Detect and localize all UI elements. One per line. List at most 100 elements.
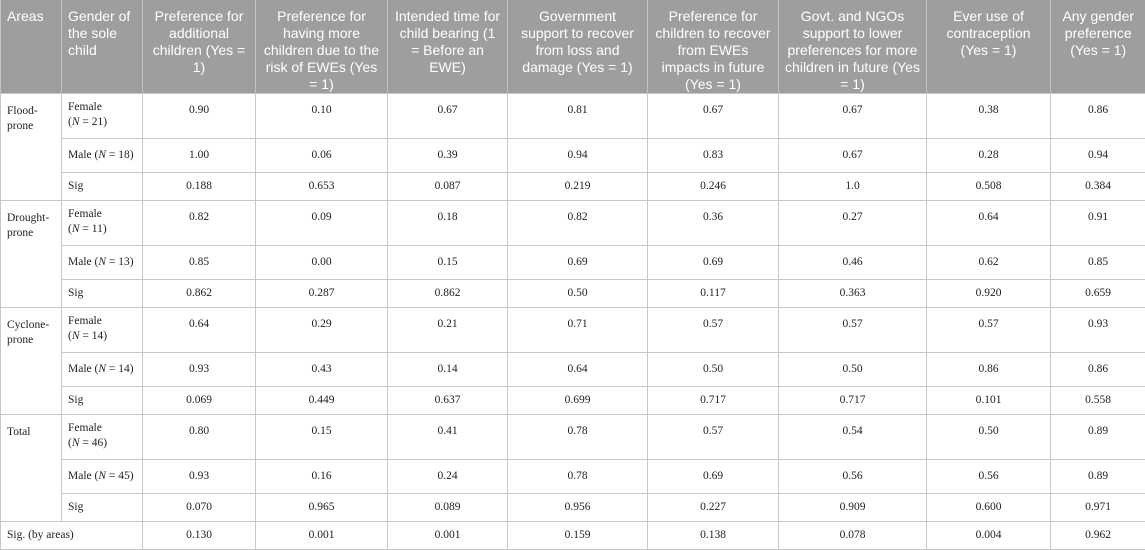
value-cell: 0.82	[508, 201, 648, 246]
header-areas: Areas	[1, 0, 62, 94]
value-cell: 0.10	[256, 94, 388, 139]
value-cell: 0.67	[648, 94, 779, 139]
gender-label: Male (N = 13)	[68, 256, 134, 268]
gender-label: Female	[68, 208, 102, 220]
value-cell: 0.78	[508, 460, 648, 494]
value-cell: 0.188	[143, 173, 256, 201]
value-cell: 0.09	[256, 201, 388, 246]
value-cell: 0.90	[143, 94, 256, 139]
value-cell: 0.287	[256, 280, 388, 308]
gender-cell: Sig	[62, 173, 143, 201]
gender-cell: Sig	[62, 387, 143, 415]
value-cell: 0.15	[388, 246, 508, 280]
value-cell: 0.54	[779, 415, 927, 460]
header-more-children-ewe-risk: Preference for having more children due …	[256, 0, 388, 94]
value-cell: 0.86	[927, 353, 1051, 387]
sample-size-label: (N = 11)	[68, 223, 107, 235]
value-cell: 0.21	[388, 308, 508, 353]
value-cell: 0.69	[648, 460, 779, 494]
value-cell: 0.93	[143, 353, 256, 387]
value-cell: 0.78	[508, 415, 648, 460]
value-cell: 0.39	[388, 139, 508, 173]
value-cell: 0.94	[1051, 139, 1145, 173]
value-cell: 0.38	[927, 94, 1051, 139]
area-cell: Cyclone-prone	[1, 308, 62, 415]
value-cell: 0.18	[388, 201, 508, 246]
header-additional-children: Preference for additional children (Yes …	[143, 0, 256, 94]
value-cell: 0.004	[927, 522, 1051, 550]
value-cell: 0.971	[1051, 494, 1145, 522]
value-cell: 0.81	[508, 94, 648, 139]
value-cell: 0.67	[779, 94, 927, 139]
header-intended-time: Intended time for child bearing (1 = Bef…	[388, 0, 508, 94]
value-cell: 0.001	[388, 522, 508, 550]
value-cell: 0.00	[256, 246, 388, 280]
area-cell: Total	[1, 415, 62, 522]
value-cell: 0.384	[1051, 173, 1145, 201]
value-cell: 0.67	[388, 94, 508, 139]
value-cell: 0.965	[256, 494, 388, 522]
value-cell: 0.101	[927, 387, 1051, 415]
value-cell: 0.89	[1051, 415, 1145, 460]
value-cell: 0.94	[508, 139, 648, 173]
value-cell: 0.64	[927, 201, 1051, 246]
header-gender: Gender of the sole child	[62, 0, 143, 94]
value-cell: 0.699	[508, 387, 648, 415]
value-cell: 0.56	[927, 460, 1051, 494]
header-contraception: Ever use of contraception (Yes = 1)	[927, 0, 1051, 94]
gender-label: Male (N = 18)	[68, 149, 134, 161]
value-cell: 0.920	[927, 280, 1051, 308]
value-cell: 0.50	[508, 280, 648, 308]
value-cell: 0.89	[1051, 460, 1145, 494]
value-cell: 0.50	[648, 353, 779, 387]
gender-label: Female	[68, 101, 102, 113]
sample-size-label: (N = 21)	[68, 116, 107, 128]
value-cell: 0.24	[388, 460, 508, 494]
gender-cell: Male (N = 45)	[62, 460, 143, 494]
gender-cell: Male (N = 18)	[62, 139, 143, 173]
gender-label: Female	[68, 315, 102, 327]
value-cell: 0.717	[779, 387, 927, 415]
value-cell: 0.600	[927, 494, 1051, 522]
gender-label: Sig	[68, 180, 83, 192]
value-cell: 0.86	[1051, 94, 1145, 139]
gender-label: Sig	[68, 287, 83, 299]
value-cell: 0.069	[143, 387, 256, 415]
value-cell: 0.06	[256, 139, 388, 173]
value-cell: 0.15	[256, 415, 388, 460]
value-cell: 0.130	[143, 522, 256, 550]
gender-cell: Male (N = 13)	[62, 246, 143, 280]
value-cell: 0.85	[143, 246, 256, 280]
sample-size-label: (N = 14)	[68, 330, 107, 342]
gender-label: Female	[68, 422, 102, 434]
value-cell: 0.246	[648, 173, 779, 201]
sig-by-areas-label: Sig. (by areas)	[1, 522, 143, 550]
area-cell: Drought-prone	[1, 201, 62, 308]
value-cell: 0.91	[1051, 201, 1145, 246]
value-cell: 0.909	[779, 494, 927, 522]
gender-label: Sig	[68, 501, 83, 513]
gender-label: Sig	[68, 394, 83, 406]
gender-cell: Female (N = 11)	[62, 201, 143, 246]
value-cell: 0.83	[648, 139, 779, 173]
value-cell: 0.089	[388, 494, 508, 522]
sample-size-label: (N = 46)	[68, 437, 107, 449]
gender-cell: Male (N = 14)	[62, 353, 143, 387]
value-cell: 0.087	[388, 173, 508, 201]
value-cell: 0.69	[648, 246, 779, 280]
value-cell: 0.29	[256, 308, 388, 353]
value-cell: 0.50	[779, 353, 927, 387]
value-cell: 1.0	[779, 173, 927, 201]
value-cell: 0.653	[256, 173, 388, 201]
header-govt-ngo-support: Govt. and NGOs support to lower preferen…	[779, 0, 927, 94]
value-cell: 0.28	[927, 139, 1051, 173]
value-cell: 0.43	[256, 353, 388, 387]
